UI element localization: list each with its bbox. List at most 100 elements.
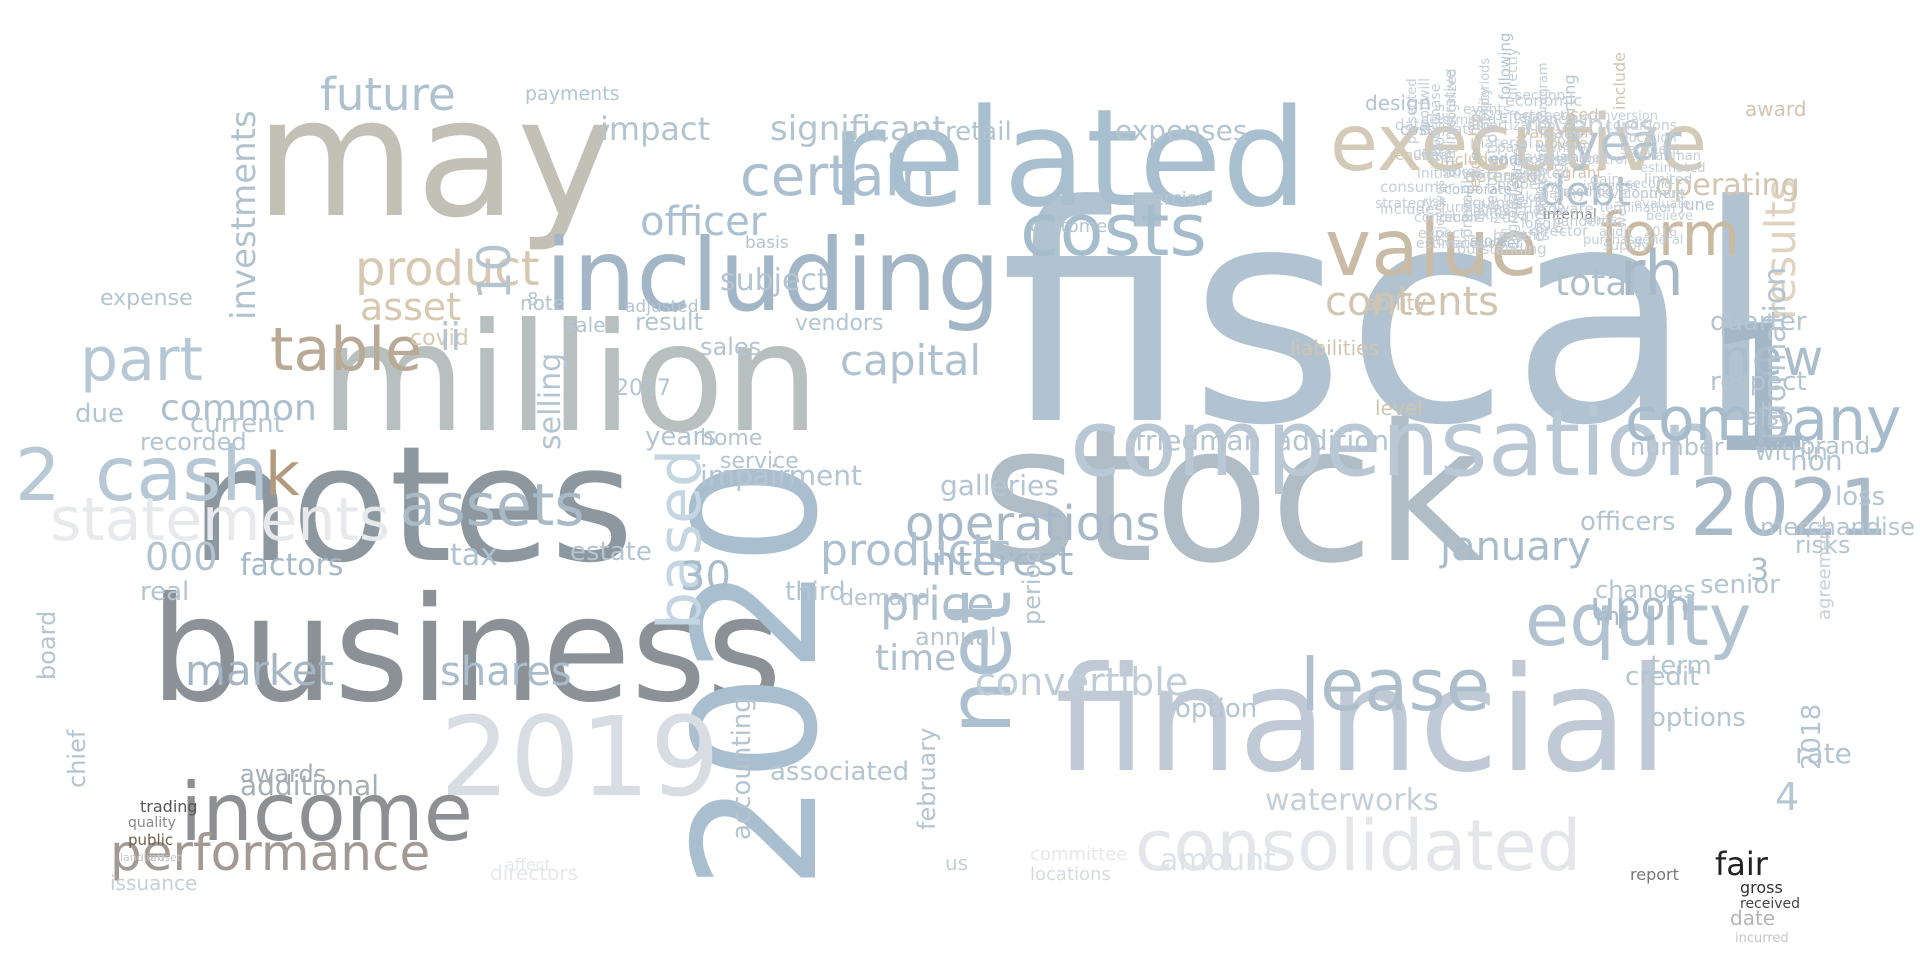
word-per: per [1497, 234, 1523, 252]
word-corporate: corporate [1444, 182, 1512, 198]
word-agreement: agreement [1814, 521, 1835, 620]
word-results: results [1756, 179, 1805, 320]
word-home: home [700, 426, 762, 451]
word-conditions: conditions [1605, 118, 1677, 134]
word-effect: effect [1499, 108, 1542, 126]
word-initiatives: initiatives [1417, 166, 1485, 182]
word-fair: fair [1715, 845, 1769, 883]
word-aggregate: aggregate [1505, 178, 1521, 250]
word-expenses: expenses [1115, 114, 1247, 147]
word-asset: asset [360, 285, 461, 329]
word-losses: losses [1430, 104, 1448, 150]
word-product: product [355, 241, 540, 297]
word-3: 3 [1750, 553, 1769, 588]
word-friedman: friedman [1135, 424, 1261, 457]
word-2017: 2017 [615, 376, 671, 401]
word-section: section [1515, 88, 1565, 104]
word-evaluate: evaluate [1634, 197, 1691, 212]
word-officers: officers [1580, 507, 1676, 537]
word-impact: impact [600, 110, 710, 148]
word-development: development [1593, 186, 1686, 202]
word-repurchase: repurchase [1428, 84, 1444, 162]
word-first: first [1500, 228, 1528, 244]
word-events: events [1463, 102, 1510, 118]
word-time: time [875, 638, 956, 679]
word-method: method [1563, 185, 1613, 200]
word-4: 4 [1775, 775, 1799, 819]
word-years: years [645, 422, 717, 452]
word-officer: officer [640, 199, 767, 245]
word-expense: expense [100, 286, 193, 311]
word-accounting: accounting [727, 696, 757, 840]
word-cash: cash [95, 430, 269, 518]
word-leadership: leadership [1466, 113, 1484, 192]
word-covid: covid [410, 326, 469, 351]
word-statements: statements [50, 485, 390, 555]
word-store: store [1470, 232, 1508, 250]
word-profit: profit [1517, 153, 1552, 168]
word-public: public [128, 831, 173, 849]
word-end: end [1490, 150, 1518, 168]
word-available: available [1524, 148, 1592, 166]
word-hardware: hardware [1523, 200, 1594, 218]
word-sales: sales [700, 333, 761, 361]
word-october: october [1513, 108, 1567, 124]
word-costs: costs [1020, 188, 1207, 272]
word-notes: notes [190, 411, 634, 598]
word-third: third [785, 577, 846, 607]
word-2: 2 [15, 433, 61, 517]
word-lip: lip [1526, 166, 1543, 182]
word-executive: executive [1330, 99, 1707, 189]
word-respect: respect [1710, 367, 1807, 397]
word-additional: additional [240, 769, 379, 802]
word-equity: equity [1525, 578, 1751, 662]
word-contents: contents [1325, 279, 1499, 325]
word-year: year [1570, 114, 1682, 172]
word-continue: continue [1624, 186, 1685, 202]
word-brand: brand [1800, 432, 1870, 460]
word-goodwill: goodwill [1417, 78, 1433, 136]
word-lease: lease [1300, 643, 1490, 727]
word-capital: capital [840, 336, 981, 385]
word-make: make [1503, 190, 1541, 206]
word-pandemic: pandemic [1552, 214, 1621, 230]
word-tax: tax [450, 538, 498, 573]
word-estimates: estimates [1416, 236, 1485, 252]
word-inventory: inventory [1510, 143, 1526, 210]
word-furnishings: furnishings [1441, 200, 1518, 216]
word-limited: limited [1644, 172, 1692, 188]
word-demand: demand [840, 586, 930, 611]
word-conversion: conversion [1587, 109, 1658, 124]
word-consumer: consumer [1380, 178, 1455, 196]
word-internal: internal [1543, 207, 1597, 223]
word-quality: quality [128, 815, 176, 831]
word-us: us [945, 851, 968, 875]
word-2016: 2016 [1644, 225, 1677, 240]
word-determined: determined [1421, 113, 1496, 128]
word-restoration: restoration [1482, 124, 1501, 212]
word-directors: directors [490, 861, 578, 885]
word-financing: financing [1523, 112, 1588, 128]
word-directly: directly [1505, 48, 1521, 100]
word-financial: financial [1055, 636, 1668, 805]
word-second: second [1626, 177, 1672, 192]
word-award: award [1745, 97, 1806, 121]
word-also: also [1745, 403, 1794, 431]
word-trading: trading [140, 797, 198, 816]
word-include: include [1610, 52, 1629, 110]
word-director: director [1530, 222, 1589, 240]
word-outstanding: outstanding [1457, 240, 1547, 258]
word-used: used [1560, 105, 1598, 124]
word-debt: debt [1540, 169, 1631, 215]
word-amortization: amortization [1467, 118, 1556, 134]
word-loss: loss [1835, 482, 1885, 512]
word-reporting: reporting [1560, 74, 1579, 148]
word-expect: expect [1418, 226, 1466, 242]
word-subject: subject [720, 263, 829, 298]
word-market: market [185, 646, 334, 695]
word-based: based [645, 449, 715, 630]
word-objectives: objectives [1433, 180, 1448, 246]
word-issuance: issuance [110, 871, 197, 895]
word-various: various [1444, 236, 1495, 252]
word-ability: ability [1365, 291, 1426, 315]
